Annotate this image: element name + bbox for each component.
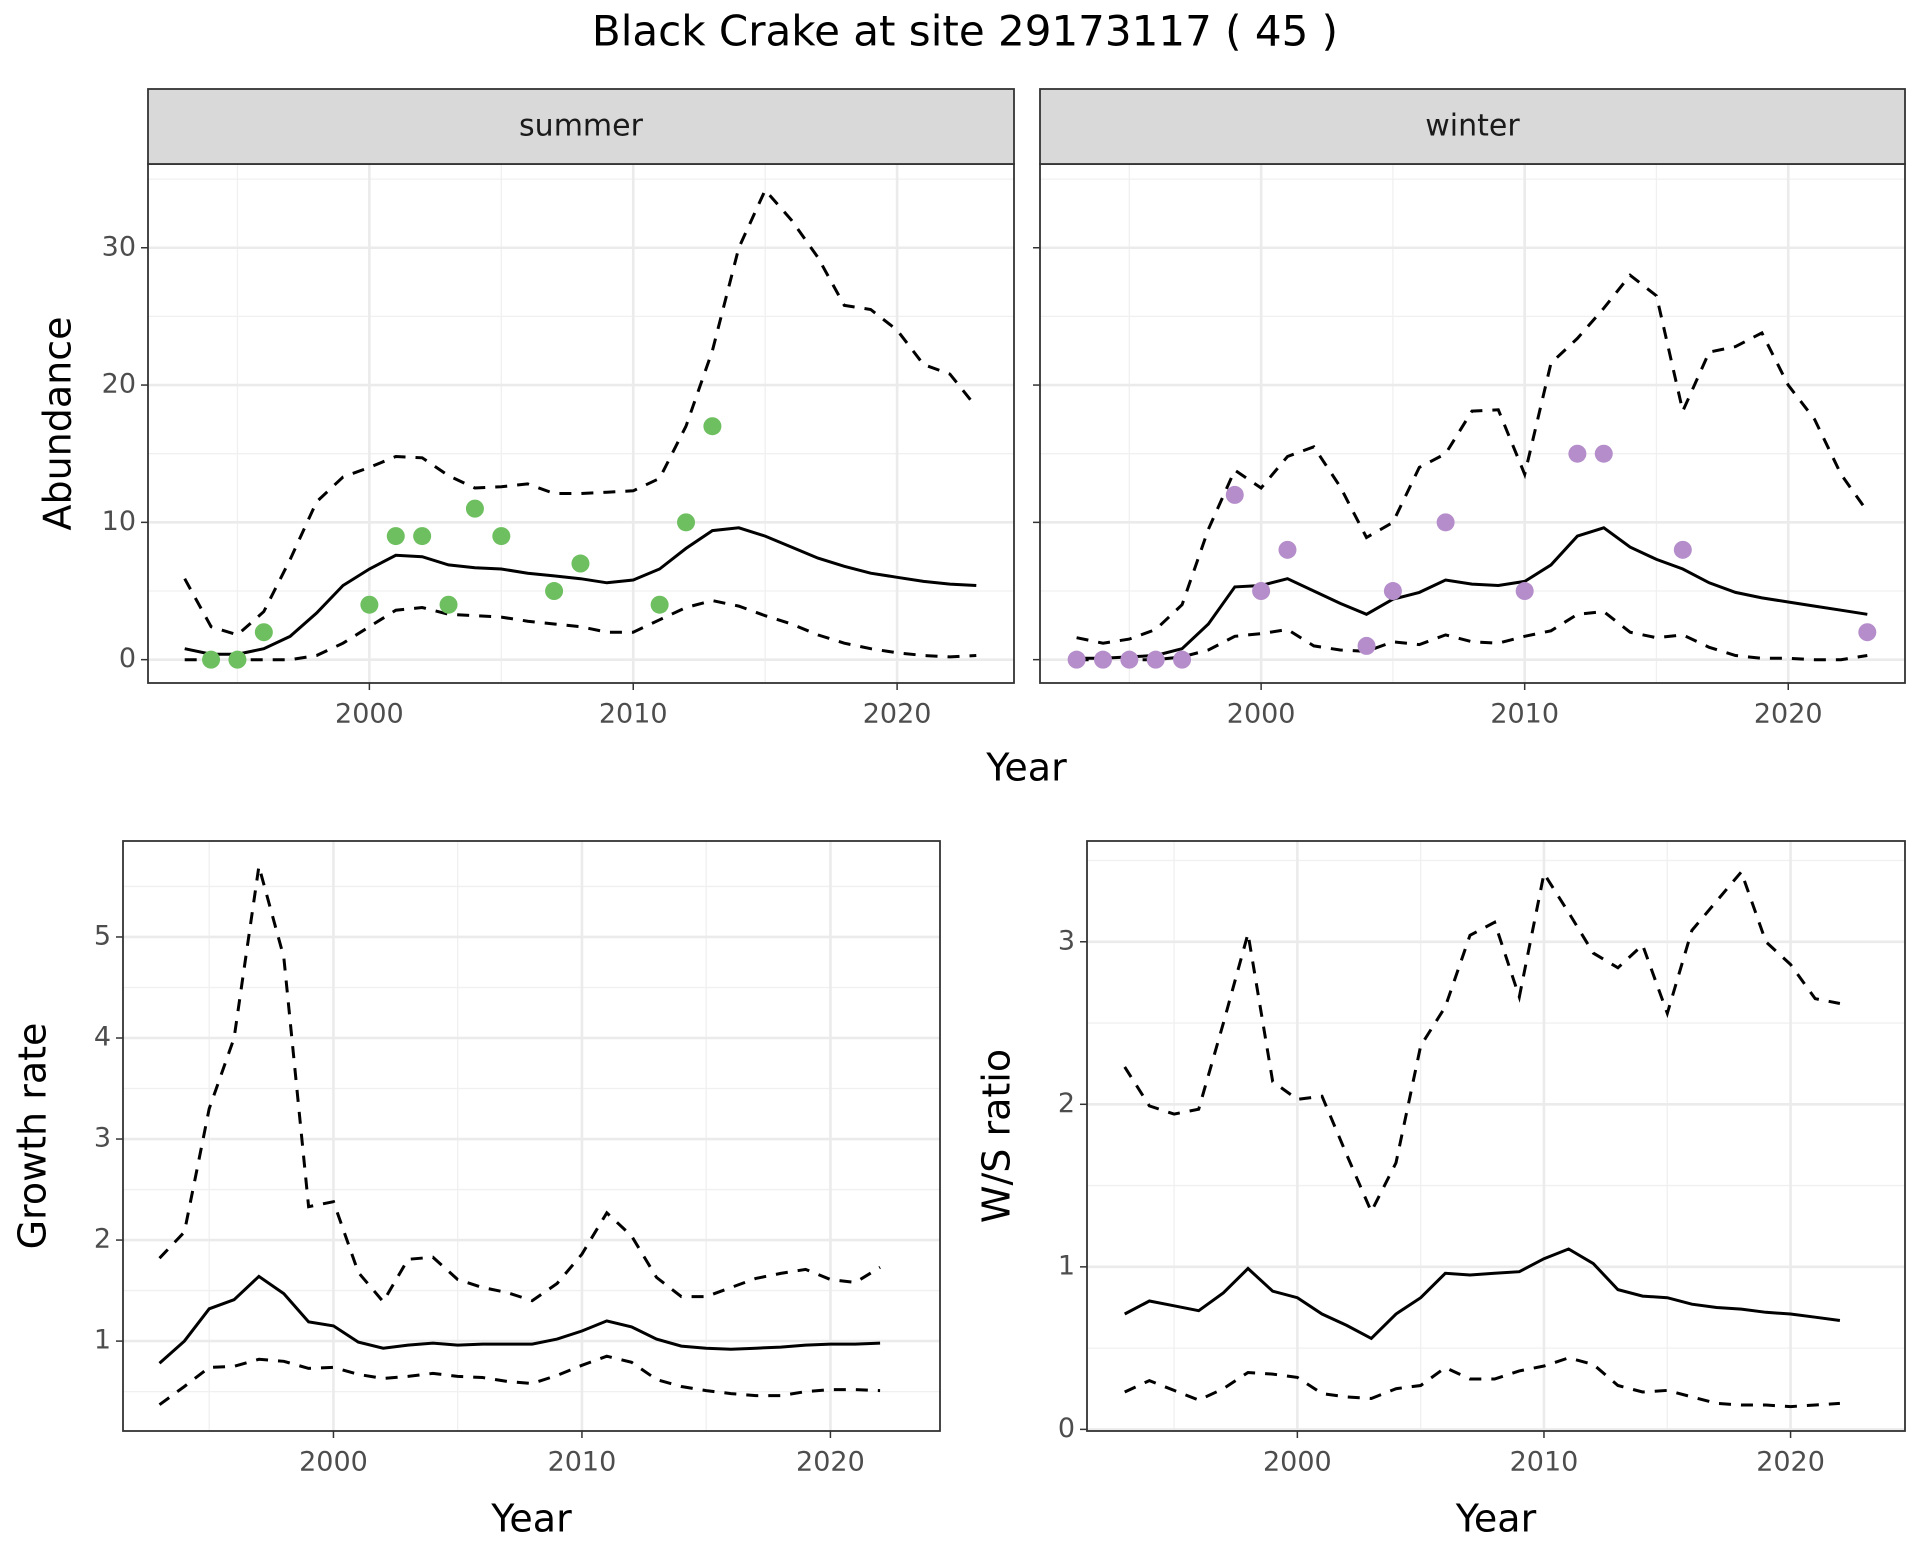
interval-line — [1123, 868, 1841, 1216]
x-tick-label: 2010 — [548, 1447, 617, 1478]
x-tick-label: 2020 — [1754, 699, 1823, 730]
y-tick-label: 4 — [94, 1022, 111, 1053]
data-point — [202, 650, 221, 669]
x-tick-label: 2010 — [599, 699, 668, 730]
data-point — [1278, 540, 1297, 559]
data-point — [1093, 650, 1112, 669]
y-tick-label: 3 — [1058, 925, 1075, 956]
x-tick-label: 2000 — [299, 1447, 368, 1478]
data-point — [571, 554, 590, 573]
y-tick-label: 0 — [119, 643, 136, 674]
data-point — [703, 417, 722, 436]
interval-line — [184, 599, 977, 662]
y-tick-label: 20 — [102, 369, 136, 400]
x-axis-title: Year — [490, 1497, 572, 1541]
x-axis-title: Year — [985, 746, 1067, 790]
mean-line — [158, 1274, 881, 1365]
data-point — [1173, 650, 1192, 669]
y-tick-label: 1 — [1058, 1250, 1075, 1281]
data-point — [1252, 582, 1271, 601]
data-point — [492, 527, 511, 546]
data-point — [650, 595, 669, 614]
data-point — [465, 499, 484, 518]
data-point — [1594, 444, 1613, 463]
panel-border — [1086, 840, 1906, 1432]
x-tick-label: 2010 — [1510, 1447, 1579, 1478]
data-point — [413, 527, 432, 546]
data-point — [1858, 623, 1877, 642]
data-point — [1673, 540, 1692, 559]
panel-border — [122, 840, 941, 1432]
data-point — [1225, 485, 1244, 504]
strip — [1039, 88, 1906, 165]
y-axis-title: W/S ratio — [975, 1049, 1019, 1223]
data-point — [360, 595, 379, 614]
plot-background — [123, 841, 940, 1431]
strip — [147, 88, 1015, 165]
data-point — [1067, 650, 1086, 669]
x-tick-label: 2010 — [1490, 699, 1559, 730]
y-tick-label: 10 — [102, 506, 136, 537]
plot-background — [1040, 164, 1905, 683]
strip-label: winter — [1425, 109, 1520, 144]
data-point — [677, 513, 696, 532]
x-tick-label: 2000 — [1263, 1447, 1332, 1478]
data-point — [228, 650, 247, 669]
x-axis-title: Year — [1455, 1497, 1537, 1541]
x-tick-label: 2000 — [1227, 699, 1296, 730]
interval-line — [1124, 1356, 1840, 1409]
mean-line — [1076, 526, 1868, 660]
data-point — [1436, 513, 1455, 532]
data-point — [1120, 650, 1139, 669]
plot-background — [1087, 841, 1905, 1431]
data-point — [254, 623, 273, 642]
mean-line — [1124, 1247, 1841, 1341]
data-point — [1383, 582, 1402, 601]
data-point — [545, 582, 564, 601]
y-axis-title: Growth rate — [11, 1023, 55, 1250]
data-point — [1515, 582, 1534, 601]
x-tick-label: 2020 — [863, 699, 932, 730]
y-tick-label: 2 — [94, 1224, 111, 1255]
figure-title: Black Crake at site 29173117 ( 45 ) — [592, 7, 1338, 56]
data-point — [386, 527, 405, 546]
interval-line — [1076, 273, 1869, 645]
y-tick-label: 3 — [94, 1123, 111, 1154]
x-tick-label: 2020 — [796, 1447, 865, 1478]
y-tick-label: 5 — [94, 920, 111, 951]
data-point — [1357, 636, 1376, 655]
data-point — [1568, 444, 1587, 463]
data-point — [1146, 650, 1165, 669]
interval-line — [1076, 610, 1868, 662]
y-tick-label: 2 — [1058, 1088, 1075, 1119]
y-tick-label: 1 — [94, 1325, 111, 1356]
plot-background — [148, 164, 1014, 683]
x-tick-label: 2000 — [335, 699, 404, 730]
interval-line — [158, 1354, 881, 1406]
interval-line — [183, 187, 978, 637]
interval-line — [158, 865, 881, 1305]
data-point — [439, 595, 458, 614]
y-tick-label: 0 — [1058, 1413, 1075, 1444]
y-axis-title: Abundance — [36, 316, 80, 530]
x-tick-label: 2020 — [1756, 1447, 1825, 1478]
strip-label: summer — [519, 109, 644, 144]
mean-line — [184, 526, 977, 656]
y-tick-label: 30 — [102, 231, 136, 262]
